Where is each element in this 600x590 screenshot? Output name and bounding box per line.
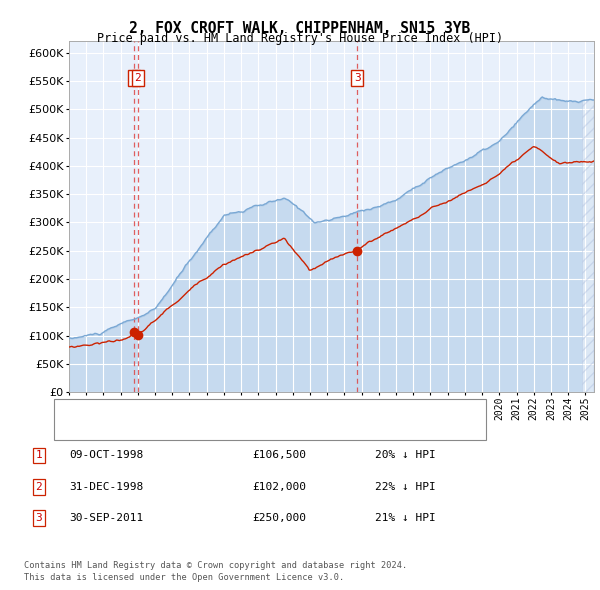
Text: 1: 1 (131, 73, 137, 83)
Text: 1: 1 (35, 451, 43, 460)
Text: 2, FOX CROFT WALK, CHIPPENHAM, SN15 3YB: 2, FOX CROFT WALK, CHIPPENHAM, SN15 3YB (130, 21, 470, 35)
Text: ——: —— (63, 403, 78, 416)
Text: 20% ↓ HPI: 20% ↓ HPI (375, 451, 436, 460)
Text: 22% ↓ HPI: 22% ↓ HPI (375, 482, 436, 491)
Text: 31-DEC-1998: 31-DEC-1998 (69, 482, 143, 491)
Text: 09-OCT-1998: 09-OCT-1998 (69, 451, 143, 460)
Text: 3: 3 (354, 73, 361, 83)
Text: 30-SEP-2011: 30-SEP-2011 (69, 513, 143, 523)
Text: 2: 2 (35, 482, 43, 491)
Text: 21% ↓ HPI: 21% ↓ HPI (375, 513, 436, 523)
Text: ——: —— (63, 423, 78, 436)
Text: £102,000: £102,000 (252, 482, 306, 491)
Text: £250,000: £250,000 (252, 513, 306, 523)
Text: Price paid vs. HM Land Registry's House Price Index (HPI): Price paid vs. HM Land Registry's House … (97, 32, 503, 45)
Text: 2, FOX CROFT WALK, CHIPPENHAM, SN15 3YB (detached house): 2, FOX CROFT WALK, CHIPPENHAM, SN15 3YB … (87, 405, 437, 414)
Text: This data is licensed under the Open Government Licence v3.0.: This data is licensed under the Open Gov… (24, 572, 344, 582)
Text: Contains HM Land Registry data © Crown copyright and database right 2024.: Contains HM Land Registry data © Crown c… (24, 560, 407, 570)
Text: £106,500: £106,500 (252, 451, 306, 460)
Text: 3: 3 (35, 513, 43, 523)
Text: 2: 2 (134, 73, 141, 83)
Text: HPI: Average price, detached house, Wiltshire: HPI: Average price, detached house, Wilt… (87, 425, 368, 434)
